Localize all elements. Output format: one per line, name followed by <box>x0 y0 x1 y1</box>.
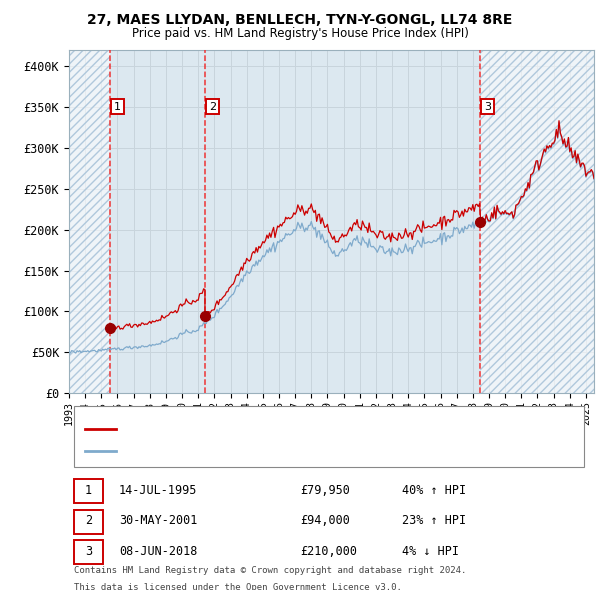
Bar <box>69 50 110 393</box>
Text: 3: 3 <box>85 545 92 558</box>
Text: HPI: Average price, detached house, Isle of Anglesey: HPI: Average price, detached house, Isle… <box>124 446 462 456</box>
Text: 14-JUL-1995: 14-JUL-1995 <box>119 484 197 497</box>
Text: 27, MAES LLYDAN, BENLLECH, TYN-Y-GONGL, LL74 8RE (detached house): 27, MAES LLYDAN, BENLLECH, TYN-Y-GONGL, … <box>124 424 547 434</box>
Text: £79,950: £79,950 <box>300 484 350 497</box>
Text: 3: 3 <box>484 101 491 112</box>
Text: Contains HM Land Registry data © Crown copyright and database right 2024.: Contains HM Land Registry data © Crown c… <box>74 566 467 575</box>
FancyBboxPatch shape <box>74 510 103 534</box>
Text: 23% ↑ HPI: 23% ↑ HPI <box>403 514 467 527</box>
FancyBboxPatch shape <box>74 479 103 503</box>
Text: £94,000: £94,000 <box>300 514 350 527</box>
Bar <box>480 50 594 393</box>
FancyBboxPatch shape <box>74 540 103 564</box>
Text: 1: 1 <box>85 484 92 497</box>
Text: This data is licensed under the Open Government Licence v3.0.: This data is licensed under the Open Gov… <box>74 583 402 590</box>
Text: Price paid vs. HM Land Registry's House Price Index (HPI): Price paid vs. HM Land Registry's House … <box>131 27 469 40</box>
Text: 1: 1 <box>114 101 121 112</box>
Bar <box>480 50 594 393</box>
Text: 08-JUN-2018: 08-JUN-2018 <box>119 545 197 558</box>
Text: £210,000: £210,000 <box>300 545 357 558</box>
FancyBboxPatch shape <box>74 406 583 467</box>
Text: 4% ↓ HPI: 4% ↓ HPI <box>403 545 460 558</box>
Bar <box>69 50 110 393</box>
Text: 27, MAES LLYDAN, BENLLECH, TYN-Y-GONGL, LL74 8RE: 27, MAES LLYDAN, BENLLECH, TYN-Y-GONGL, … <box>88 13 512 27</box>
Text: 2: 2 <box>85 514 92 527</box>
Text: 2: 2 <box>209 101 216 112</box>
Text: 30-MAY-2001: 30-MAY-2001 <box>119 514 197 527</box>
Text: 40% ↑ HPI: 40% ↑ HPI <box>403 484 467 497</box>
